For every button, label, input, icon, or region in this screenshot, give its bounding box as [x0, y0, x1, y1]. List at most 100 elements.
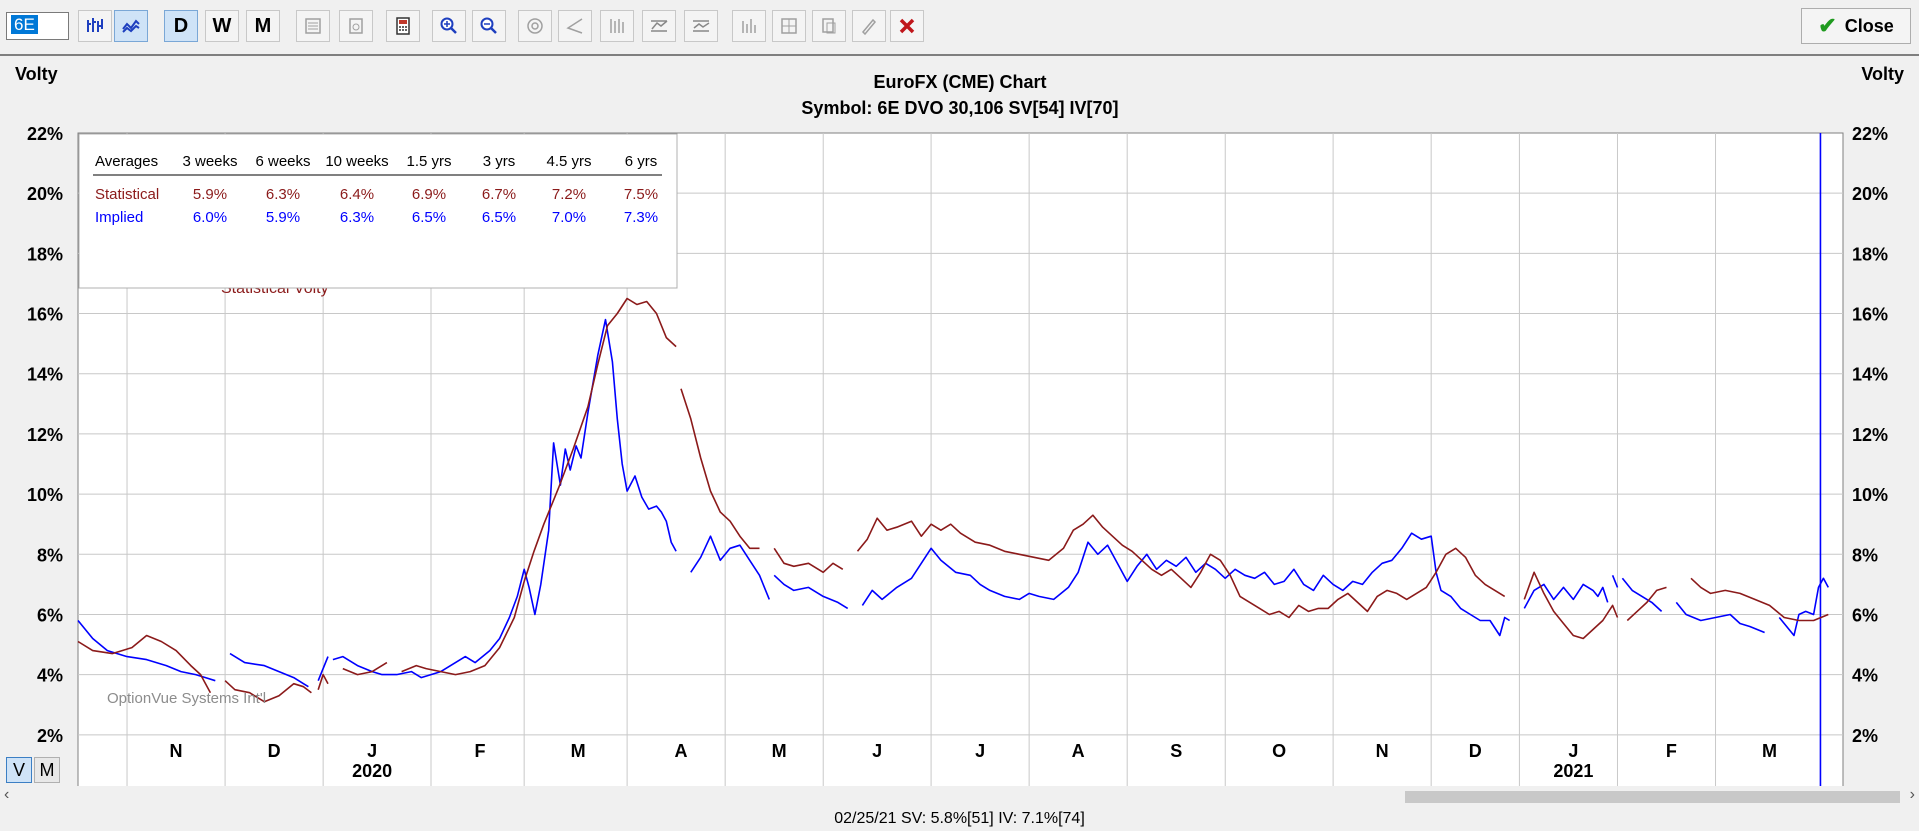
y-tick-label-right: 2%: [1852, 726, 1878, 746]
table-header: Averages: [95, 153, 158, 170]
scroll-left-icon[interactable]: ‹: [4, 786, 10, 803]
scroll-right-icon[interactable]: ›: [1909, 786, 1915, 803]
y-axis-label-left: Volty: [15, 64, 58, 84]
studies-icon[interactable]: [600, 10, 634, 42]
y-tick-label-right: 12%: [1852, 425, 1888, 445]
volatility-chart: EuroFX (CME) Chart Symbol: 6E DVO 30,106…: [15, 64, 1904, 806]
chart-area: EuroFX (CME) Chart Symbol: 6E DVO 30,106…: [0, 56, 1919, 806]
y-tick-label-right: 22%: [1852, 124, 1888, 144]
period-weekly-button[interactable]: W: [205, 10, 239, 42]
table-cell: 5.9%: [193, 186, 227, 203]
x-tick-label: J: [367, 741, 377, 761]
statistical-volty-line: [317, 673, 329, 690]
angle-icon[interactable]: [558, 10, 592, 42]
y-tick-label-left: 8%: [37, 545, 63, 565]
implied-volty-line: [690, 535, 771, 600]
y-tick-label-right: 20%: [1852, 184, 1888, 204]
y-tick-label-left: 16%: [27, 305, 63, 325]
grid-icon[interactable]: [772, 10, 806, 42]
statistical-volty-line: [773, 547, 844, 574]
bar-chart-icon[interactable]: [78, 10, 112, 42]
table-cell: 6.4%: [340, 186, 374, 203]
statistical-volty-line: [856, 514, 1506, 619]
x-tick-label: J: [1568, 741, 1578, 761]
year-label: 2021: [1553, 761, 1593, 781]
close-label: Close: [1844, 15, 1894, 36]
implied-volty-line: [1675, 601, 1765, 634]
list-icon[interactable]: [296, 10, 330, 42]
y-tick-label-left: 6%: [37, 605, 63, 625]
averages-table: [78, 133, 678, 289]
y-tick-label-right: 18%: [1852, 244, 1888, 264]
x-tick-label: N: [1376, 741, 1389, 761]
table-cell: 7.2%: [552, 186, 586, 203]
x-tick-label: N: [170, 741, 183, 761]
statistical-volty-line: [77, 634, 212, 694]
view-volatility-button[interactable]: V: [6, 757, 32, 783]
table-cell: 7.3%: [624, 209, 658, 226]
table-header: 3 yrs: [483, 153, 516, 170]
calculator-icon[interactable]: [386, 10, 420, 42]
y-tick-label-left: 4%: [37, 666, 63, 686]
period-daily-button[interactable]: D: [164, 10, 198, 42]
statistical-volty-line: [1690, 577, 1829, 622]
x-tick-label: M: [1762, 741, 1777, 761]
y-axis-label-right: Volty: [1861, 64, 1904, 84]
year-label: 2020: [352, 761, 392, 781]
close-button[interactable]: ✔ Close: [1801, 8, 1911, 44]
x-tick-label: F: [1666, 741, 1677, 761]
horizontal-scrollbar[interactable]: ‹ ›: [0, 786, 1919, 808]
symbol-value: 6E: [11, 15, 38, 34]
x-tick-label: D: [268, 741, 281, 761]
toolbar: 6E D W M: [0, 0, 1919, 56]
chart-settings-icon[interactable]: [684, 10, 718, 42]
table-cell: 7.5%: [624, 186, 658, 203]
table-cell: 6.5%: [412, 209, 446, 226]
print-setup-icon[interactable]: [339, 10, 373, 42]
statistical-volty-line: [680, 388, 760, 550]
checkmark-icon: ✔: [1818, 13, 1837, 38]
y-tick-label-left: 22%: [27, 124, 63, 144]
table-cell: 7.0%: [552, 209, 586, 226]
y-tick-label-left: 14%: [27, 365, 63, 385]
implied-volty-line: [861, 532, 1511, 637]
statistical-volty-line: [401, 297, 677, 676]
view-m-button[interactable]: M: [34, 757, 60, 783]
pen-icon[interactable]: [852, 10, 886, 42]
delete-icon[interactable]: [890, 10, 924, 42]
y-tick-label-right: 4%: [1852, 666, 1878, 686]
watermark: OptionVue Systems Int'l: [107, 690, 266, 707]
status-bar: 02/25/21 SV: 5.8%[51] IV: 7.1%[74]: [834, 810, 1085, 827]
period-monthly-button[interactable]: M: [246, 10, 280, 42]
zoom-out-icon[interactable]: [472, 10, 506, 42]
table-cell: 6.0%: [193, 209, 227, 226]
table-row-label: Implied: [95, 209, 143, 226]
table-header: 10 weeks: [325, 153, 388, 170]
chart-subtitle: Symbol: 6E DVO 30,106 SV[54] IV[70]: [801, 98, 1118, 118]
chart-lines-icon[interactable]: [642, 10, 676, 42]
y-tick-label-left: 2%: [37, 726, 63, 746]
symbol-input[interactable]: 6E: [6, 12, 69, 40]
table-header: 4.5 yrs: [546, 153, 591, 170]
y-tick-label-right: 14%: [1852, 365, 1888, 385]
implied-volty-line: [1621, 577, 1663, 612]
histogram-icon[interactable]: [732, 10, 766, 42]
target-icon[interactable]: [518, 10, 552, 42]
scroll-thumb[interactable]: [1405, 791, 1900, 803]
table-cell: 6.3%: [266, 186, 300, 203]
y-tick-label-left: 12%: [27, 425, 63, 445]
x-tick-label: M: [571, 741, 586, 761]
y-tick-label-right: 6%: [1852, 605, 1878, 625]
y-tick-label-right: 10%: [1852, 485, 1888, 505]
x-tick-label: S: [1170, 741, 1182, 761]
notes-icon[interactable]: [812, 10, 846, 42]
implied-volty-line: [1611, 574, 1619, 588]
table-cell: 5.9%: [266, 209, 300, 226]
table-row-label: Statistical: [95, 186, 159, 203]
statistical-volty-line: [224, 680, 312, 703]
table-header: 6 yrs: [625, 153, 658, 170]
zoom-in-icon[interactable]: [432, 10, 466, 42]
line-chart-icon[interactable]: [114, 10, 148, 42]
implied-volty-line: [317, 656, 329, 682]
y-tick-label-left: 18%: [27, 244, 63, 264]
